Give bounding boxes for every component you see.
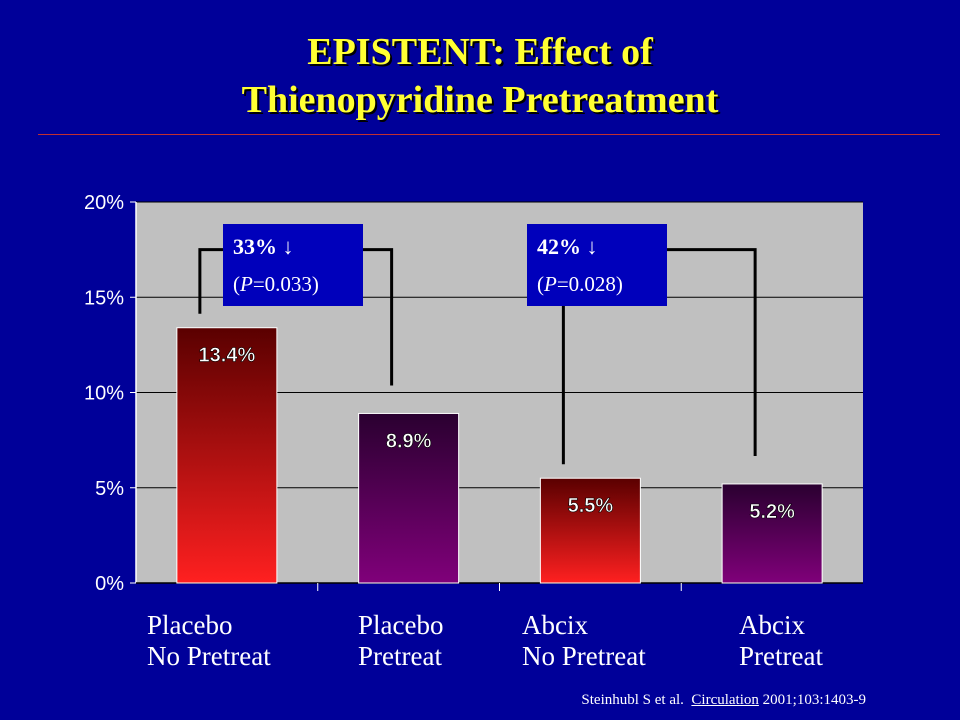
p-close-1: ) xyxy=(311,272,319,296)
category-label-1-line1: Placebo xyxy=(358,610,444,640)
bar-2 xyxy=(539,477,641,584)
reduction-percent-1: 33% ↓ xyxy=(233,234,294,259)
y-tick-label-4: 20% xyxy=(84,192,124,214)
y-tick-label-0: 0% xyxy=(95,573,124,595)
category-label-0: Placebo No Pretreat xyxy=(147,610,271,672)
citation-journal: Circulation xyxy=(691,692,759,708)
bar-value-label-3: 5.2% xyxy=(749,501,795,523)
p-number-2: =0.028 xyxy=(556,272,616,296)
reduction-percent-2: 42% ↓ xyxy=(537,234,598,259)
p-number-1: =0.033 xyxy=(252,272,312,296)
slide-title-line1: EPISTENT: Effect of xyxy=(307,31,653,73)
y-tick-label-2: 10% xyxy=(84,383,124,405)
category-label-2: Abcix No Pretreat xyxy=(522,610,646,672)
citation-ref: 2001;103:1403-9 xyxy=(762,692,866,708)
reduction-annotation-1: 33% ↓ (P=0.033) xyxy=(223,224,363,306)
category-label-0-line1: Placebo xyxy=(147,610,233,640)
category-label-3-line1: Abcix xyxy=(739,610,805,640)
category-label-3: Abcix Pretreat xyxy=(739,610,823,672)
citation-authors: Steinhubl S et al. xyxy=(581,692,684,708)
bar-value-label-2: 5.5% xyxy=(568,495,614,517)
y-tick-label-1: 5% xyxy=(95,478,124,500)
p-value-2: (P=0.028) xyxy=(537,272,623,297)
y-tick-label-3: 15% xyxy=(84,287,124,309)
category-label-2-line2: No Pretreat xyxy=(522,641,646,671)
bar-3 xyxy=(721,483,823,584)
citation: Steinhubl S et al. Circulation 2001;103:… xyxy=(581,692,866,709)
bar-value-label-0: 13.4% xyxy=(199,345,256,367)
category-label-2-line1: Abcix xyxy=(522,610,588,640)
bar-1 xyxy=(358,412,460,584)
p-close-2: ) xyxy=(615,272,623,296)
p-open-1: ( xyxy=(233,272,240,296)
slide-title-line2: Thienopyridine Pretreatment xyxy=(241,79,719,121)
p-value-1: (P=0.033) xyxy=(233,272,319,297)
category-label-3-line2: Pretreat xyxy=(739,641,823,671)
bar-value-label-1: 8.9% xyxy=(386,430,432,452)
p-letter-1: P xyxy=(240,272,253,296)
title-divider xyxy=(38,134,940,135)
category-label-0-line2: No Pretreat xyxy=(147,641,271,671)
category-label-1-line2: Pretreat xyxy=(358,641,442,671)
category-label-1: Placebo Pretreat xyxy=(358,610,443,672)
p-letter-2: P xyxy=(544,272,557,296)
reduction-annotation-2: 42% ↓ (P=0.028) xyxy=(527,224,667,306)
p-open-2: ( xyxy=(537,272,544,296)
bar-0 xyxy=(176,327,278,584)
